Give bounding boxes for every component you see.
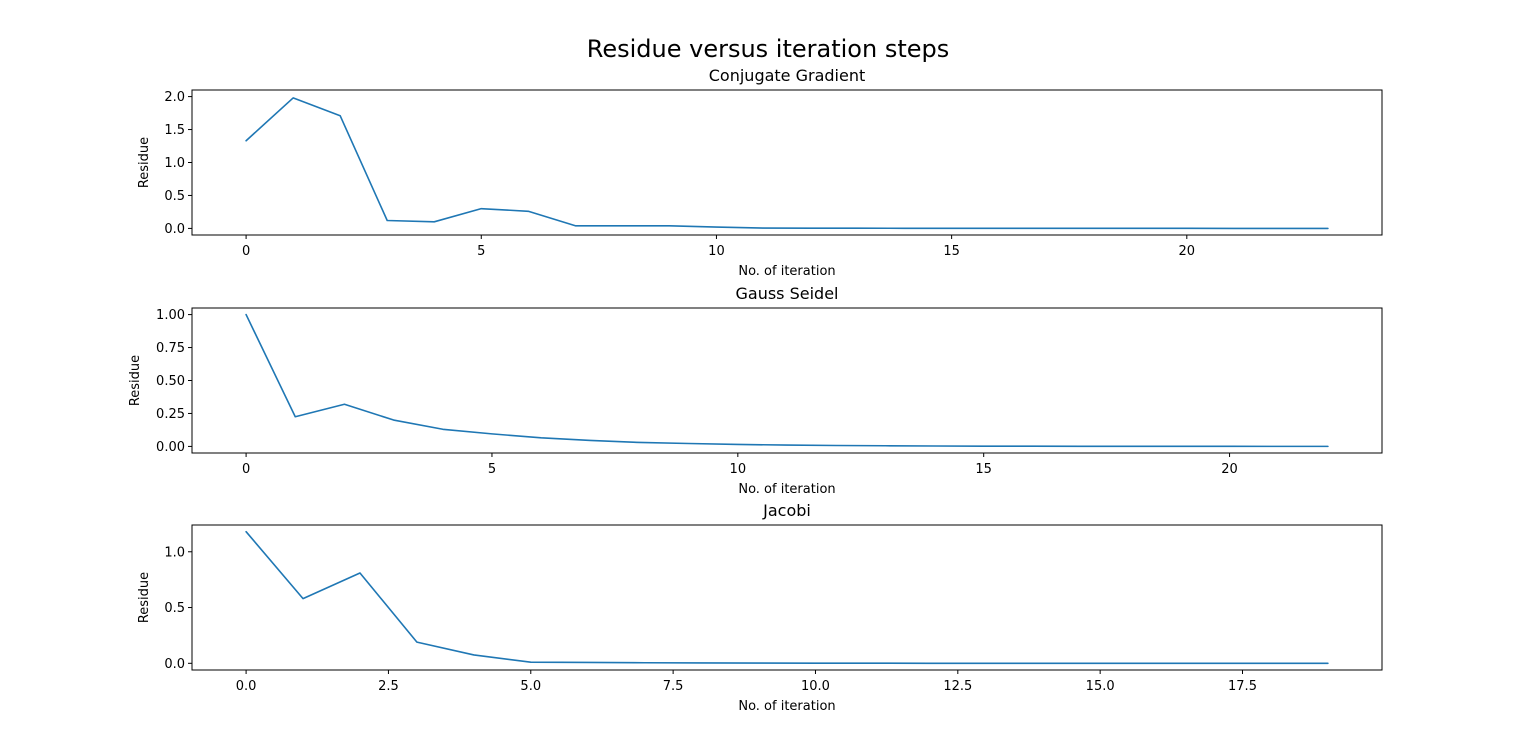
x-tick-label: 5: [488, 462, 496, 477]
x-tick-label: 0: [242, 244, 250, 259]
x-tick-label: 7.5: [663, 679, 684, 694]
y-tick-label: 0.25: [156, 407, 185, 422]
x-axis-label: No. of iteration: [738, 482, 835, 497]
x-tick-label: 12.5: [943, 679, 972, 694]
subplot-3: Jacobi 0.0 2.5 5.0 7.5 10.0 12.5 15.0 17.5 0.0 0.5…: [137, 501, 1383, 714]
subplots-group: Conjugate Gradient 0 5 10 15 20 0.0 0.5 1.0 1.5 2.…: [128, 66, 1383, 714]
subplot-title: Jacobi: [762, 501, 811, 520]
x-tick-label: 2.5: [378, 679, 399, 694]
series-line-1: [245, 530, 1329, 665]
x-axis-label: No. of iteration: [738, 264, 835, 279]
axes-frame: [191, 89, 1383, 236]
x-tick-label: 15.0: [1086, 679, 1115, 694]
series-line-1: [245, 313, 1329, 448]
y-tick-label: 1.0: [164, 545, 185, 560]
y-tick-label: 1.0: [164, 156, 185, 171]
y-tick-label: 0.5: [164, 189, 185, 204]
y-tick-label: 0.0: [164, 222, 185, 237]
y-tick-label: 0.50: [156, 374, 185, 389]
y-axis-label: Residue: [137, 572, 152, 623]
subplot-1: Conjugate Gradient 0 5 10 15 20 0.0 0.5 1.0 1.5 2.…: [137, 66, 1383, 279]
y-tick-label: 0.75: [156, 341, 185, 356]
x-tick-label: 10: [708, 244, 725, 259]
y-tick-label: 0.00: [156, 440, 185, 455]
figure-suptitle: Residue versus iteration steps: [587, 35, 950, 63]
y-tick-label: 2.0: [164, 90, 185, 105]
axes-frame: [191, 524, 1383, 671]
subplot-2: Gauss Seidel 0 5 10 15 20 0.00 0.25 0.50 0.75 1.00…: [128, 284, 1383, 497]
y-tick-label: 1.00: [156, 308, 185, 323]
x-axis-label: No. of iteration: [738, 699, 835, 714]
x-tick-label: 10.0: [801, 679, 830, 694]
axes-frame: [191, 307, 1383, 454]
series-line-1: [245, 97, 1329, 230]
x-tick-label: 20: [1179, 244, 1196, 259]
y-axis-label: Residue: [137, 137, 152, 188]
y-tick-label: 0.5: [164, 601, 185, 616]
y-tick-label: 0.0: [164, 657, 185, 672]
y-tick-label: 1.5: [164, 123, 185, 138]
x-tick-label: 0: [242, 462, 250, 477]
y-axis-label: Residue: [128, 355, 143, 406]
x-tick-label: 0.0: [236, 679, 257, 694]
subplot-title: Gauss Seidel: [736, 284, 839, 303]
x-tick-label: 5: [477, 244, 485, 259]
x-tick-label: 17.5: [1228, 679, 1257, 694]
x-tick-label: 5.0: [520, 679, 541, 694]
x-tick-label: 15: [975, 462, 992, 477]
x-tick-label: 15: [943, 244, 960, 259]
x-tick-label: 20: [1221, 462, 1238, 477]
subplot-title: Conjugate Gradient: [709, 66, 866, 85]
x-tick-label: 10: [730, 462, 747, 477]
